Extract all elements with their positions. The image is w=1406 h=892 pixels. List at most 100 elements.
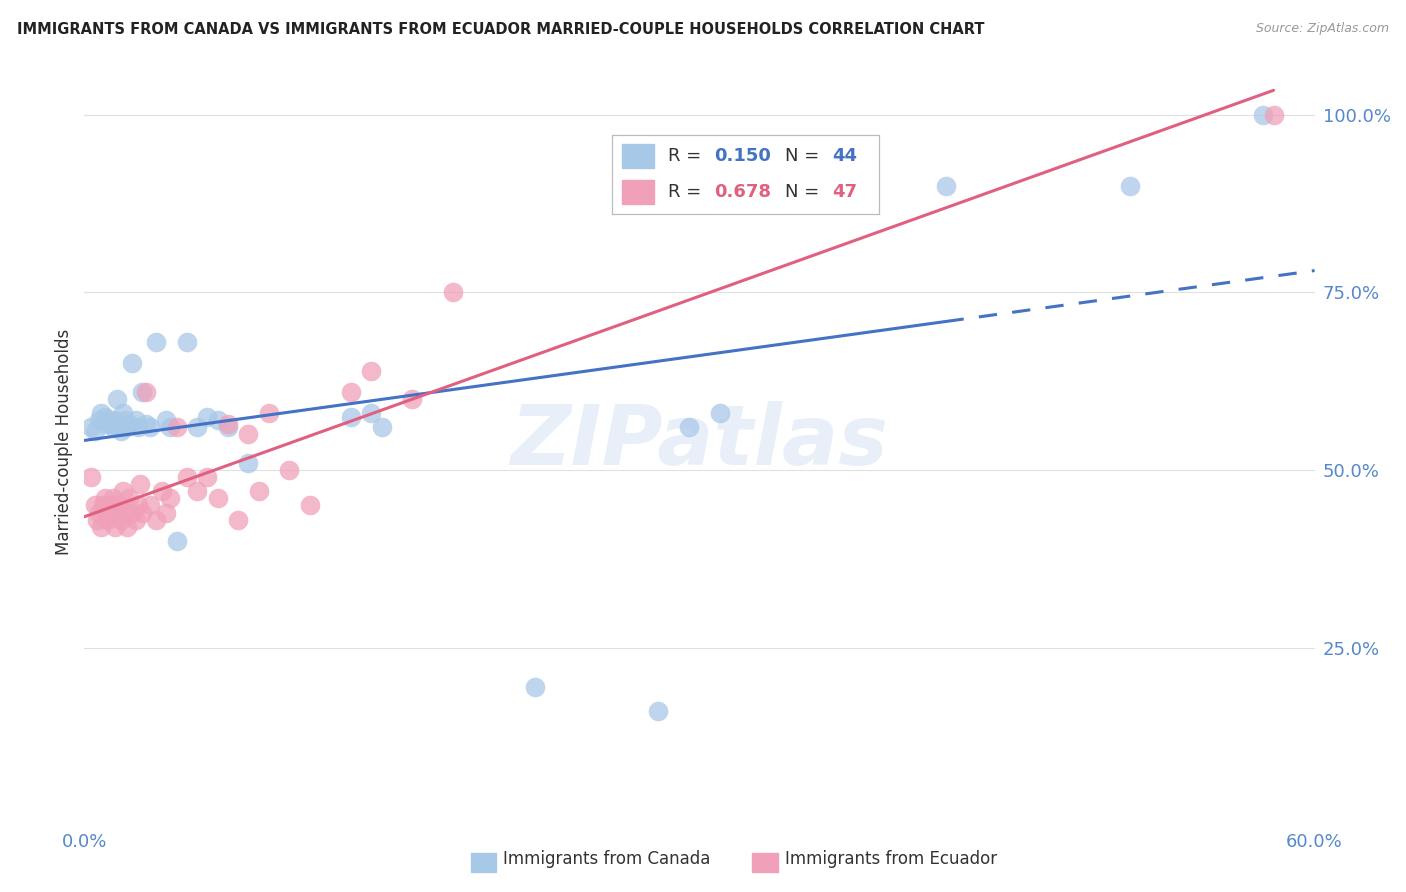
Point xyxy=(79,420,101,434)
Point xyxy=(94,409,117,424)
Point xyxy=(131,384,153,399)
Point xyxy=(443,285,465,300)
Point xyxy=(340,409,363,424)
Point xyxy=(1263,108,1285,122)
Point xyxy=(100,499,122,513)
Text: 0.678: 0.678 xyxy=(714,183,772,202)
Point xyxy=(935,178,957,193)
Point xyxy=(278,463,301,477)
Point xyxy=(217,417,239,431)
Text: R =: R = xyxy=(668,147,707,165)
Point xyxy=(83,424,105,438)
Text: 47: 47 xyxy=(832,183,856,202)
Point xyxy=(114,506,136,520)
Point xyxy=(1119,178,1142,193)
Point xyxy=(90,406,112,420)
Point xyxy=(105,392,128,406)
Point xyxy=(118,417,141,431)
Point xyxy=(83,499,105,513)
Point xyxy=(135,384,157,399)
Point xyxy=(166,420,188,434)
Point xyxy=(121,506,143,520)
Text: N =: N = xyxy=(785,147,825,165)
Point xyxy=(101,491,124,506)
Text: ZIPatlas: ZIPatlas xyxy=(510,401,889,482)
Text: R =: R = xyxy=(668,183,707,202)
Point xyxy=(360,406,382,420)
Point xyxy=(145,513,167,527)
Point xyxy=(155,506,177,520)
Point xyxy=(257,406,280,420)
Point xyxy=(98,506,120,520)
Point xyxy=(127,420,149,434)
Text: 0.150: 0.150 xyxy=(714,147,772,165)
Point xyxy=(131,506,153,520)
Point xyxy=(110,513,132,527)
Bar xyxy=(623,144,654,168)
Point xyxy=(110,424,132,438)
Point xyxy=(87,506,110,520)
Point xyxy=(94,491,117,506)
Point xyxy=(176,470,198,484)
Point xyxy=(401,392,423,406)
Point xyxy=(100,417,122,431)
Point xyxy=(118,491,141,506)
Text: Immigrants from Canada: Immigrants from Canada xyxy=(503,850,710,868)
Point xyxy=(524,680,547,694)
Point xyxy=(127,499,149,513)
Text: Immigrants from Ecuador: Immigrants from Ecuador xyxy=(785,850,997,868)
Point xyxy=(238,427,260,442)
Point xyxy=(360,363,382,377)
Bar xyxy=(623,180,654,204)
Point xyxy=(128,477,150,491)
Point xyxy=(110,420,132,434)
Point xyxy=(647,705,669,719)
Text: N =: N = xyxy=(785,183,825,202)
Point xyxy=(247,484,270,499)
Point xyxy=(197,470,219,484)
Point xyxy=(121,356,143,370)
Point xyxy=(709,406,731,420)
Point xyxy=(1253,108,1275,122)
Point xyxy=(117,420,139,434)
Point xyxy=(145,335,167,350)
Text: IMMIGRANTS FROM CANADA VS IMMIGRANTS FROM ECUADOR MARRIED-COUPLE HOUSEHOLDS CORR: IMMIGRANTS FROM CANADA VS IMMIGRANTS FRO… xyxy=(17,22,984,37)
Point xyxy=(108,499,131,513)
Point xyxy=(298,499,321,513)
Point xyxy=(370,420,392,434)
Point xyxy=(176,335,198,350)
Point xyxy=(87,413,110,427)
Point xyxy=(124,513,146,527)
Point xyxy=(207,491,229,506)
Point xyxy=(108,417,131,431)
Point xyxy=(139,420,162,434)
Point xyxy=(104,520,127,534)
Point xyxy=(79,470,101,484)
Point xyxy=(340,384,363,399)
Point xyxy=(226,513,249,527)
Point xyxy=(150,484,173,499)
Point xyxy=(112,484,135,499)
Point xyxy=(98,413,120,427)
Point xyxy=(159,420,181,434)
Point xyxy=(186,484,208,499)
Point xyxy=(86,513,108,527)
Point xyxy=(166,533,188,548)
Point xyxy=(678,420,700,434)
Point xyxy=(124,413,146,427)
Y-axis label: Married-couple Households: Married-couple Households xyxy=(55,328,73,555)
Point xyxy=(217,420,239,434)
Point xyxy=(91,499,114,513)
Point xyxy=(155,413,177,427)
Point xyxy=(135,417,157,431)
Text: Source: ZipAtlas.com: Source: ZipAtlas.com xyxy=(1256,22,1389,36)
Text: 44: 44 xyxy=(832,147,856,165)
Point xyxy=(96,513,118,527)
Point xyxy=(197,409,219,424)
Point xyxy=(94,417,117,431)
Point xyxy=(101,420,124,434)
Point xyxy=(104,413,127,427)
Point xyxy=(114,413,136,427)
Point xyxy=(159,491,181,506)
Point xyxy=(207,413,229,427)
